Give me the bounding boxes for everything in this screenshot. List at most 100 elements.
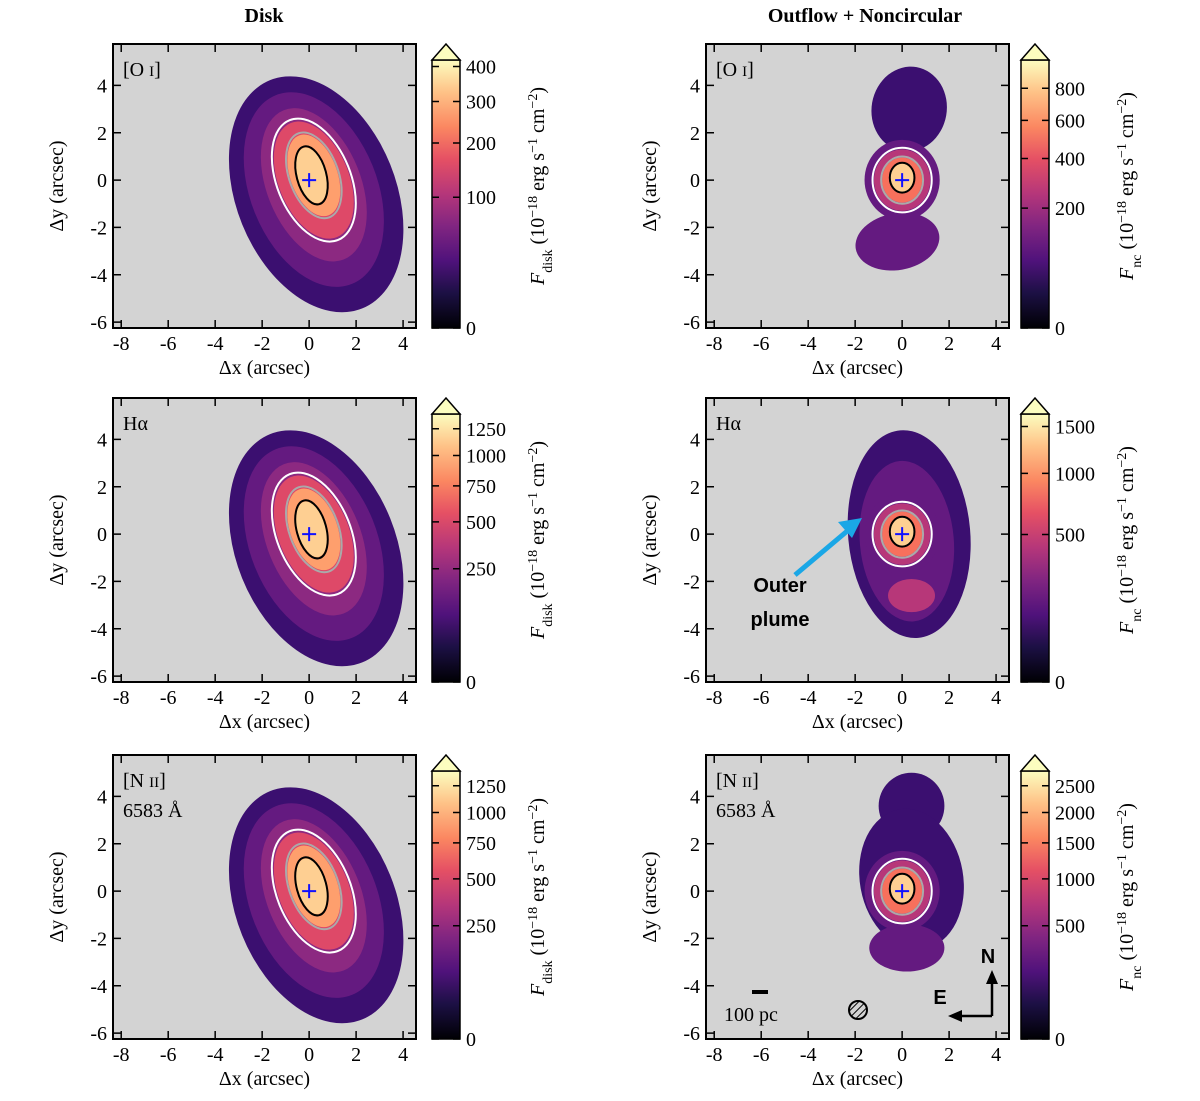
y-tick-label: 0 [97, 524, 107, 546]
panel-label-part: [O [123, 59, 149, 81]
x-axis-label: Δx (arcsec) [812, 357, 903, 379]
x-tick-label: -6 [160, 333, 177, 355]
y-tick-label: -2 [683, 571, 700, 593]
contour [294, 499, 329, 560]
x-tick-label: -6 [753, 333, 770, 355]
colorbar-tick-label: 750 [466, 476, 496, 498]
y-tick-label: -2 [90, 928, 107, 950]
panel-label: Hα [716, 413, 741, 435]
x-tick-label: -4 [800, 687, 817, 709]
y-tick-label: 4 [97, 75, 107, 97]
x-tick-label: -4 [207, 1044, 224, 1066]
colorbar-label-part: −1 [1115, 143, 1130, 158]
colorbar-tick-label: 0 [466, 318, 476, 340]
y-tick-label: 0 [97, 881, 107, 903]
panel-label-part: ] [154, 59, 161, 81]
colorbar-extend [430, 753, 462, 772]
y-tick-label: -4 [683, 976, 700, 998]
y-tick-label: 2 [97, 477, 107, 499]
x-tick-label: 2 [351, 687, 361, 709]
colorbar-label-part: disk [541, 603, 556, 626]
map [228, 430, 404, 667]
map [228, 787, 404, 1024]
y-axis-label: Δy (arcsec) [639, 140, 661, 231]
panel-label: [O I] [123, 59, 161, 81]
y-tick-label: -2 [683, 217, 700, 239]
x-tick-label: 4 [398, 333, 408, 355]
y-tick-label: -4 [683, 619, 700, 641]
x-axis-label: Δx (arcsec) [812, 711, 903, 733]
colorbar-label: Fdisk (10−18 erg s−1 cm−2) [526, 441, 556, 640]
panel-label-part: [N [123, 770, 149, 792]
colorbar-label-part: −2 [1115, 810, 1130, 825]
contour [270, 117, 357, 243]
x-tick-label: -8 [113, 687, 130, 709]
panel-label-part: [O [716, 59, 742, 81]
colorbar-tick-label: 500 [1055, 916, 1085, 938]
axes-frame [705, 397, 1010, 683]
map [859, 772, 964, 972]
map [228, 76, 404, 313]
x-tick-label: -4 [207, 687, 224, 709]
panel-label-part: I [742, 64, 747, 80]
colorbar-tick-label: 500 [1055, 524, 1085, 546]
colorbar-label-part: ) [527, 87, 549, 94]
panel-label: [N II] [716, 770, 759, 792]
x-tick-label: -8 [706, 687, 723, 709]
y-tick-label: -6 [683, 1023, 700, 1045]
y-tick-label: 4 [97, 786, 107, 808]
y-axis-label: Δy (arcsec) [46, 494, 68, 585]
panel-label-part: II [742, 775, 752, 791]
contour [871, 857, 933, 925]
y-tick-label: 4 [97, 429, 107, 451]
x-tick-label: 0 [897, 333, 907, 355]
x-tick-label: 2 [944, 1044, 954, 1066]
map-region [888, 579, 936, 613]
x-tick-label: -4 [800, 1044, 817, 1066]
x-axis-label: Δx (arcsec) [219, 1068, 310, 1090]
x-tick-label: -8 [706, 1044, 723, 1066]
colorbar-tick-label: 500 [466, 869, 496, 891]
colorbar-label-part: erg s [527, 507, 549, 550]
y-tick-label: -6 [90, 312, 107, 334]
y-tick-label: 0 [690, 524, 700, 546]
x-axis-label: Δx (arcsec) [219, 357, 310, 379]
colorbar-tick-label: 750 [466, 833, 496, 855]
annotation-arrow [793, 525, 854, 577]
colorbar-label-part: erg s [1116, 869, 1138, 912]
colorbar-tick-label: 2000 [1055, 802, 1095, 824]
map-region [296, 501, 327, 558]
colorbar-extend [1019, 396, 1051, 415]
x-tick-label: 0 [304, 687, 314, 709]
contour [294, 145, 329, 206]
colorbar [1020, 770, 1050, 1040]
y-tick-label: -6 [683, 312, 700, 334]
colorbar-label-part: −18 [1115, 555, 1130, 577]
x-tick-label: -6 [160, 1044, 177, 1066]
panel-label: Hα [123, 413, 148, 435]
y-tick-label: -6 [90, 1023, 107, 1045]
panel-label: [O I] [716, 59, 754, 81]
colorbar-label-part: ) [527, 798, 549, 805]
contour [285, 842, 343, 931]
colorbar-label-part: F [527, 272, 549, 286]
map-region [855, 212, 940, 271]
y-tick-label: 0 [97, 170, 107, 192]
y-tick-label: -6 [90, 666, 107, 688]
colorbar-tick-label: 2500 [1055, 776, 1095, 798]
contour [285, 131, 343, 220]
map-region [296, 147, 327, 204]
colorbar-label-part: −18 [526, 196, 541, 218]
colorbar-label-part: nc [1130, 609, 1145, 622]
x-axis-label: Δx (arcsec) [219, 711, 310, 733]
axes-frame [705, 754, 1010, 1040]
colorbar-tick-label: 250 [466, 559, 496, 581]
y-axis-label: Δy (arcsec) [46, 140, 68, 231]
y-tick-label: 0 [690, 881, 700, 903]
center-marker [302, 173, 317, 188]
colorbar-label-part: (10 [1116, 934, 1138, 966]
x-tick-label: 0 [897, 1044, 907, 1066]
colorbar-label-part: −18 [526, 550, 541, 572]
plot-background [706, 755, 1009, 1039]
